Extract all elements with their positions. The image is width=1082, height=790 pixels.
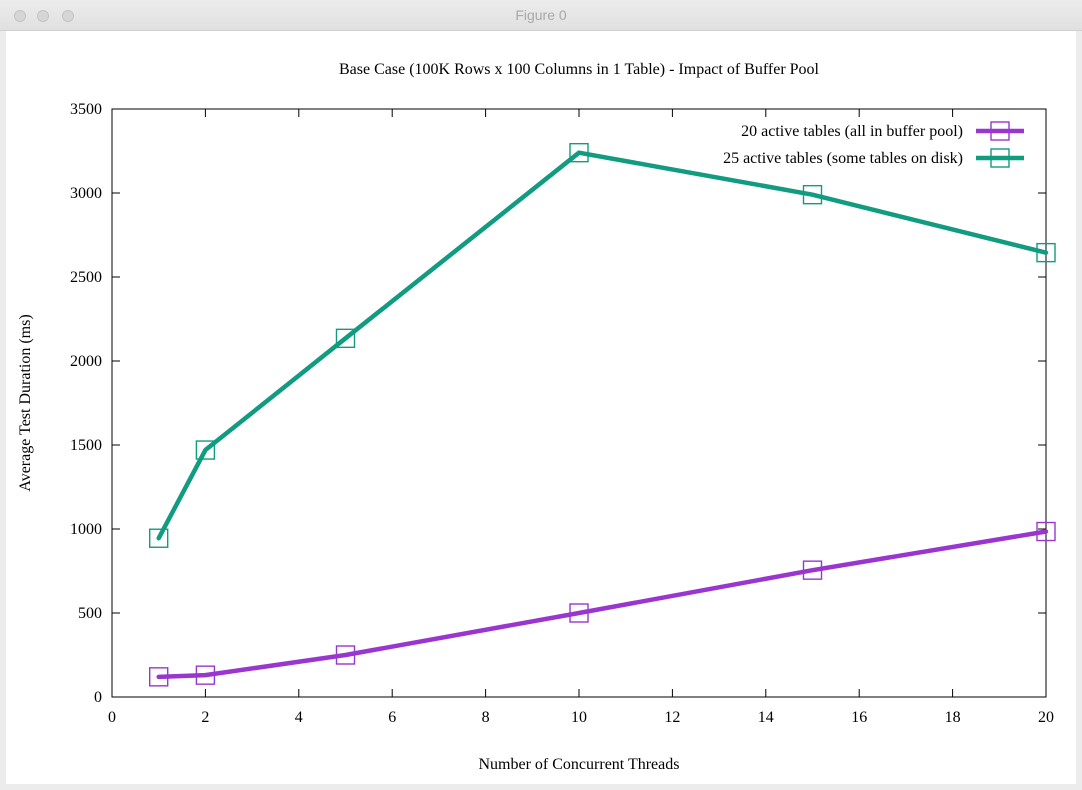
x-tick-label: 4 [295, 709, 303, 726]
series-layer [148, 142, 1056, 687]
minimize-window-button[interactable] [37, 10, 49, 22]
chart-title: Base Case (100K Rows x 100 Columns in 1 … [339, 61, 820, 78]
zoom-window-button[interactable] [62, 10, 74, 22]
plot-canvas: Base Case (100K Rows x 100 Columns in 1 … [6, 31, 1076, 784]
x-axis-label: Number of Concurrent Threads [479, 756, 680, 773]
line-chart: Base Case (100K Rows x 100 Columns in 1 … [17, 61, 1056, 773]
y-tick-label: 500 [78, 605, 102, 622]
legend-marker [990, 148, 1010, 168]
data-point-marker [195, 665, 216, 685]
x-tick-label: 12 [664, 709, 680, 726]
x-tick-label: 8 [482, 709, 490, 726]
axes-group: 0 2 4 6 8 10 12 14 16 18 20 0 500 1000 1500 2000 2500 300… [70, 101, 1054, 726]
data-point-marker [335, 645, 356, 665]
data-point-marker [195, 440, 216, 460]
legend-label: 20 active tables (all in buffer pool) [741, 123, 963, 140]
data-point-marker [569, 603, 589, 623]
x-tick-label: 18 [945, 709, 961, 726]
legend-marker [990, 121, 1010, 141]
x-tick-label: 20 [1038, 709, 1054, 726]
data-point-marker [148, 528, 169, 548]
series-1 [148, 521, 1056, 687]
window-title: Figure 0 [515, 7, 567, 23]
data-point-marker [802, 560, 823, 580]
window-titlebar: Figure 0 [0, 0, 1082, 31]
x-tick-label: 10 [571, 709, 587, 726]
x-tick-label: 6 [388, 709, 396, 726]
x-tick-label: 14 [758, 709, 774, 726]
data-point-marker [335, 328, 356, 349]
y-tick-label: 3000 [70, 185, 102, 202]
plot-frame [111, 108, 1047, 698]
data-point-marker [148, 667, 169, 687]
x-tick-label: 16 [851, 709, 867, 726]
series-2 [148, 142, 1056, 548]
y-axis-label: Average Test Duration (ms) [17, 314, 34, 491]
close-window-button[interactable] [14, 10, 26, 22]
y-tick-label: 1000 [70, 521, 102, 538]
legend: 20 active tables (all in buffer pool) 25 … [723, 121, 1024, 168]
legend-item: 25 active tables (some tables on disk) [723, 148, 1024, 168]
data-point-marker [1036, 521, 1056, 542]
y-tick-label: 0 [94, 689, 102, 706]
series-line [156, 529, 1049, 680]
y-tick-label: 2000 [70, 353, 102, 370]
y-tick-label: 2500 [70, 269, 102, 286]
legend-label: 25 active tables (some tables on disk) [723, 150, 963, 167]
y-tick-label: 1500 [70, 437, 102, 454]
x-tick-label: 0 [108, 709, 116, 726]
data-point-marker [1036, 242, 1056, 263]
series-line [156, 150, 1049, 541]
data-point-marker [802, 184, 823, 205]
legend-item: 20 active tables (all in buffer pool) [741, 121, 1024, 141]
y-tick-label: 3500 [70, 101, 102, 118]
data-point-marker [569, 142, 589, 163]
x-tick-label: 2 [201, 709, 209, 726]
